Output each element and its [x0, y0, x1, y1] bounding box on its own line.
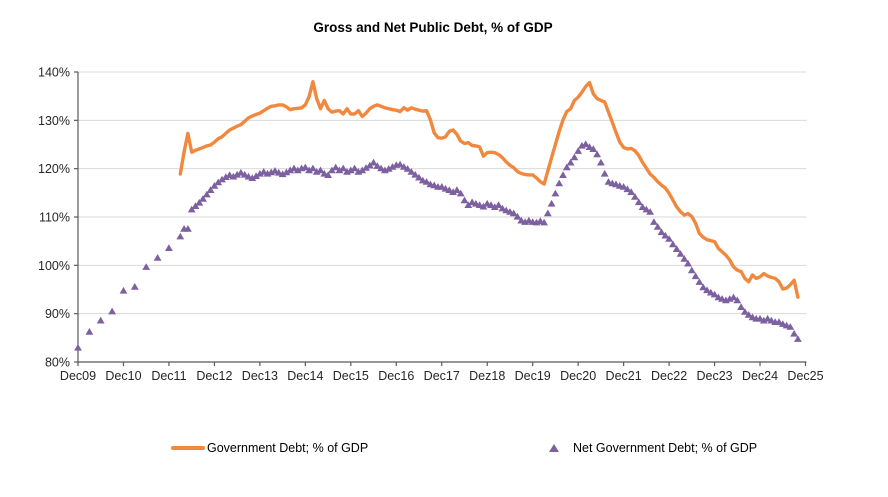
svg-text:110%: 110%: [39, 211, 70, 225]
svg-text:Dec12: Dec12: [196, 369, 232, 383]
svg-text:Dec21: Dec21: [606, 369, 642, 383]
svg-text:90%: 90%: [45, 307, 70, 321]
chart-title: Gross and Net Public Debt, % of GDP: [313, 20, 553, 35]
svg-text:Dec19: Dec19: [515, 369, 551, 383]
purple-triangle-swatch-icon: [549, 444, 559, 452]
legend-entry-government-debt: Government Debt; % of GDP: [171, 438, 368, 458]
svg-text:80%: 80%: [45, 356, 70, 370]
svg-text:Dec22: Dec22: [651, 369, 687, 383]
svg-text:Dec09: Dec09: [60, 369, 96, 383]
svg-text:Dec24: Dec24: [742, 369, 778, 383]
svg-text:Dec20: Dec20: [560, 369, 596, 383]
svg-text:Dec10: Dec10: [105, 369, 141, 383]
svg-text:130%: 130%: [38, 114, 70, 128]
x-axis-tick-labels: Dec09 Dec10 Dec11 Dec12 Dec13 Dec14 Dec15 Dec16…: [60, 362, 824, 383]
legend-label-net-government-debt: Net Government Debt; % of GDP: [573, 441, 758, 455]
svg-text:Dec11: Dec11: [151, 369, 186, 383]
svg-text:Dec13: Dec13: [242, 369, 278, 383]
legend-entry-net-government-debt: Net Government Debt; % of GDP: [549, 438, 757, 458]
svg-text:Dec25: Dec25: [787, 369, 823, 383]
svg-text:Dec23: Dec23: [696, 369, 732, 383]
svg-text:140%: 140%: [38, 66, 70, 80]
svg-text:Dec15: Dec15: [333, 369, 369, 383]
gross-debt-line: [178, 79, 800, 299]
svg-text:100%: 100%: [38, 259, 70, 273]
svg-text:Dec17: Dec17: [424, 369, 460, 383]
y-axis-tick-labels: 80% 90% 100% 110% 120% 130% 140%: [38, 66, 78, 370]
legend: Government Debt; % of GDP Net Government…: [0, 438, 888, 458]
legend-label-government-debt: Government Debt; % of GDP: [207, 441, 369, 455]
gridlines: [78, 71, 807, 315]
svg-text:Dec16: Dec16: [378, 369, 414, 383]
orange-line-swatch-icon: [171, 446, 205, 450]
svg-text:Dez18: Dez18: [469, 369, 505, 383]
net-debt-markers: [74, 140, 802, 351]
svg-text:Dec14: Dec14: [287, 369, 323, 383]
svg-text:120%: 120%: [38, 162, 70, 176]
